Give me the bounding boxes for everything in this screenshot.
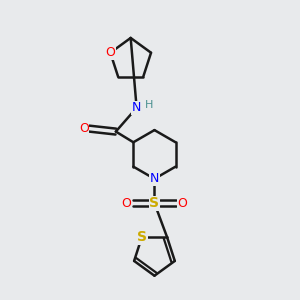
Text: S: S xyxy=(137,230,147,244)
Text: N: N xyxy=(150,172,159,185)
Text: S: S xyxy=(149,196,160,210)
Text: N: N xyxy=(132,101,141,114)
Text: H: H xyxy=(145,100,153,110)
Text: O: O xyxy=(105,46,115,59)
Text: O: O xyxy=(178,197,187,210)
Text: O: O xyxy=(122,197,131,210)
Text: O: O xyxy=(79,122,89,135)
